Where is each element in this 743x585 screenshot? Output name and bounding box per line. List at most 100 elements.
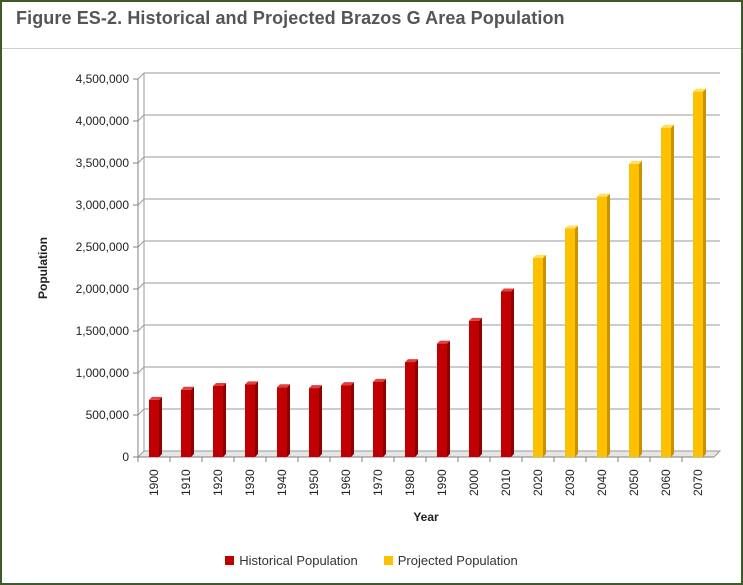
x-tick-label: 2000 [467, 469, 481, 496]
historical-bar-side [255, 381, 258, 457]
y-tick-label: 3,000,000 [76, 198, 130, 212]
legend-swatch [383, 556, 393, 565]
historical-bar-top [277, 384, 290, 388]
gridline-side [137, 324, 145, 332]
gridline-side [137, 408, 145, 416]
historical-bar [309, 388, 319, 457]
historical-bar [181, 389, 191, 457]
historical-bar-side [479, 317, 482, 457]
gridline-side [137, 282, 145, 290]
x-tick-label: 1920 [211, 469, 225, 496]
historical-bar [501, 291, 511, 457]
gridline-side [137, 366, 145, 374]
historical-bar-side [447, 340, 450, 457]
historical-bar [437, 343, 447, 457]
projected-bar [661, 127, 671, 457]
projected-bar-side [607, 193, 610, 457]
historical-bar-side [319, 385, 322, 457]
historical-bar-top [341, 382, 354, 386]
x-tick-label: 2010 [499, 469, 513, 496]
historical-bar-side [383, 378, 386, 457]
x-tick-label: 2020 [531, 469, 545, 496]
gridline-side [137, 198, 145, 206]
x-tick-label: 1900 [147, 469, 161, 496]
projected-bar-side [703, 88, 706, 457]
x-tick-label: 1990 [435, 469, 449, 496]
historical-bar [469, 320, 479, 457]
legend-label: Projected Population [397, 553, 518, 568]
historical-bar [405, 362, 415, 457]
gridline-side [137, 72, 145, 80]
historical-bar-top [181, 386, 194, 390]
x-tick-label: 1930 [243, 469, 257, 496]
projected-bar-side [575, 225, 578, 457]
projected-bar [597, 196, 607, 457]
x-tick-label: 1960 [339, 469, 353, 496]
historical-bar-top [501, 288, 514, 292]
historical-bar [149, 399, 159, 457]
historical-bar [245, 384, 255, 457]
x-tick-label: 2060 [659, 469, 673, 496]
y-axis-title: Population [36, 237, 50, 299]
x-tick-label: 1940 [275, 469, 289, 496]
historical-bar-top [309, 385, 322, 389]
historical-bar-top [149, 396, 162, 400]
historical-bar [373, 381, 383, 457]
historical-bar [341, 385, 351, 457]
projected-bar-side [639, 160, 642, 457]
y-tick-label: 1,000,000 [76, 366, 130, 380]
projected-bar-top [661, 124, 674, 128]
historical-bar-side [287, 384, 290, 457]
x-tick-label: 2030 [563, 469, 577, 496]
projected-bar [533, 257, 543, 457]
legend-item: Historical Population [225, 553, 358, 568]
projected-bar-top [565, 225, 578, 229]
legend-item: Projected Population [383, 553, 518, 568]
projected-bar-top [629, 160, 642, 164]
gridline-side [137, 114, 145, 122]
historical-bar-side [511, 288, 514, 457]
historical-bar-side [223, 383, 226, 457]
y-tick-label: 2,000,000 [76, 282, 130, 296]
y-tick-label: 1,500,000 [76, 324, 130, 338]
projected-bar [565, 228, 575, 457]
legend-label: Historical Population [239, 553, 358, 568]
y-tick-label: 2,500,000 [76, 240, 130, 254]
projected-bar-side [543, 254, 546, 457]
chart-legend: Historical Population Projected Populatio… [2, 553, 741, 568]
y-tick-label: 3,500,000 [76, 156, 130, 170]
historical-bar-top [469, 317, 482, 321]
projected-bar-side [671, 124, 674, 457]
historical-bar-top [245, 381, 258, 385]
projected-bar-top [597, 193, 610, 197]
x-tick-label: 1950 [307, 469, 321, 496]
historical-bar-top [437, 340, 450, 344]
y-tick-label: 0 [122, 450, 129, 464]
title-bar: Figure ES-2. Historical and Projected Br… [2, 2, 741, 49]
y-tick-label: 4,000,000 [76, 114, 130, 128]
historical-bar-top [213, 383, 226, 387]
projected-bar-top [533, 254, 546, 258]
gridline-side [137, 240, 145, 248]
historical-bar-side [351, 382, 354, 457]
historical-bar-side [415, 359, 418, 457]
historical-bar-top [373, 378, 386, 382]
x-tick-label: 1910 [179, 469, 193, 496]
x-tick-label: 1980 [403, 469, 417, 496]
gridline-side [137, 156, 145, 164]
historical-bar [213, 386, 223, 457]
projected-bar [629, 163, 639, 457]
projected-bar-top [693, 88, 706, 92]
x-tick-label: 1970 [371, 469, 385, 496]
figure-title: Figure ES-2. Historical and Projected Br… [16, 8, 565, 28]
x-tick-label: 2070 [691, 469, 705, 496]
historical-bar [277, 387, 287, 457]
x-tick-label: 2040 [595, 469, 609, 496]
projected-bar [693, 91, 703, 457]
x-axis-title: Year [413, 510, 439, 524]
legend-swatch [225, 556, 235, 565]
historical-bar-side [159, 396, 162, 457]
historical-bar-side [191, 386, 194, 457]
